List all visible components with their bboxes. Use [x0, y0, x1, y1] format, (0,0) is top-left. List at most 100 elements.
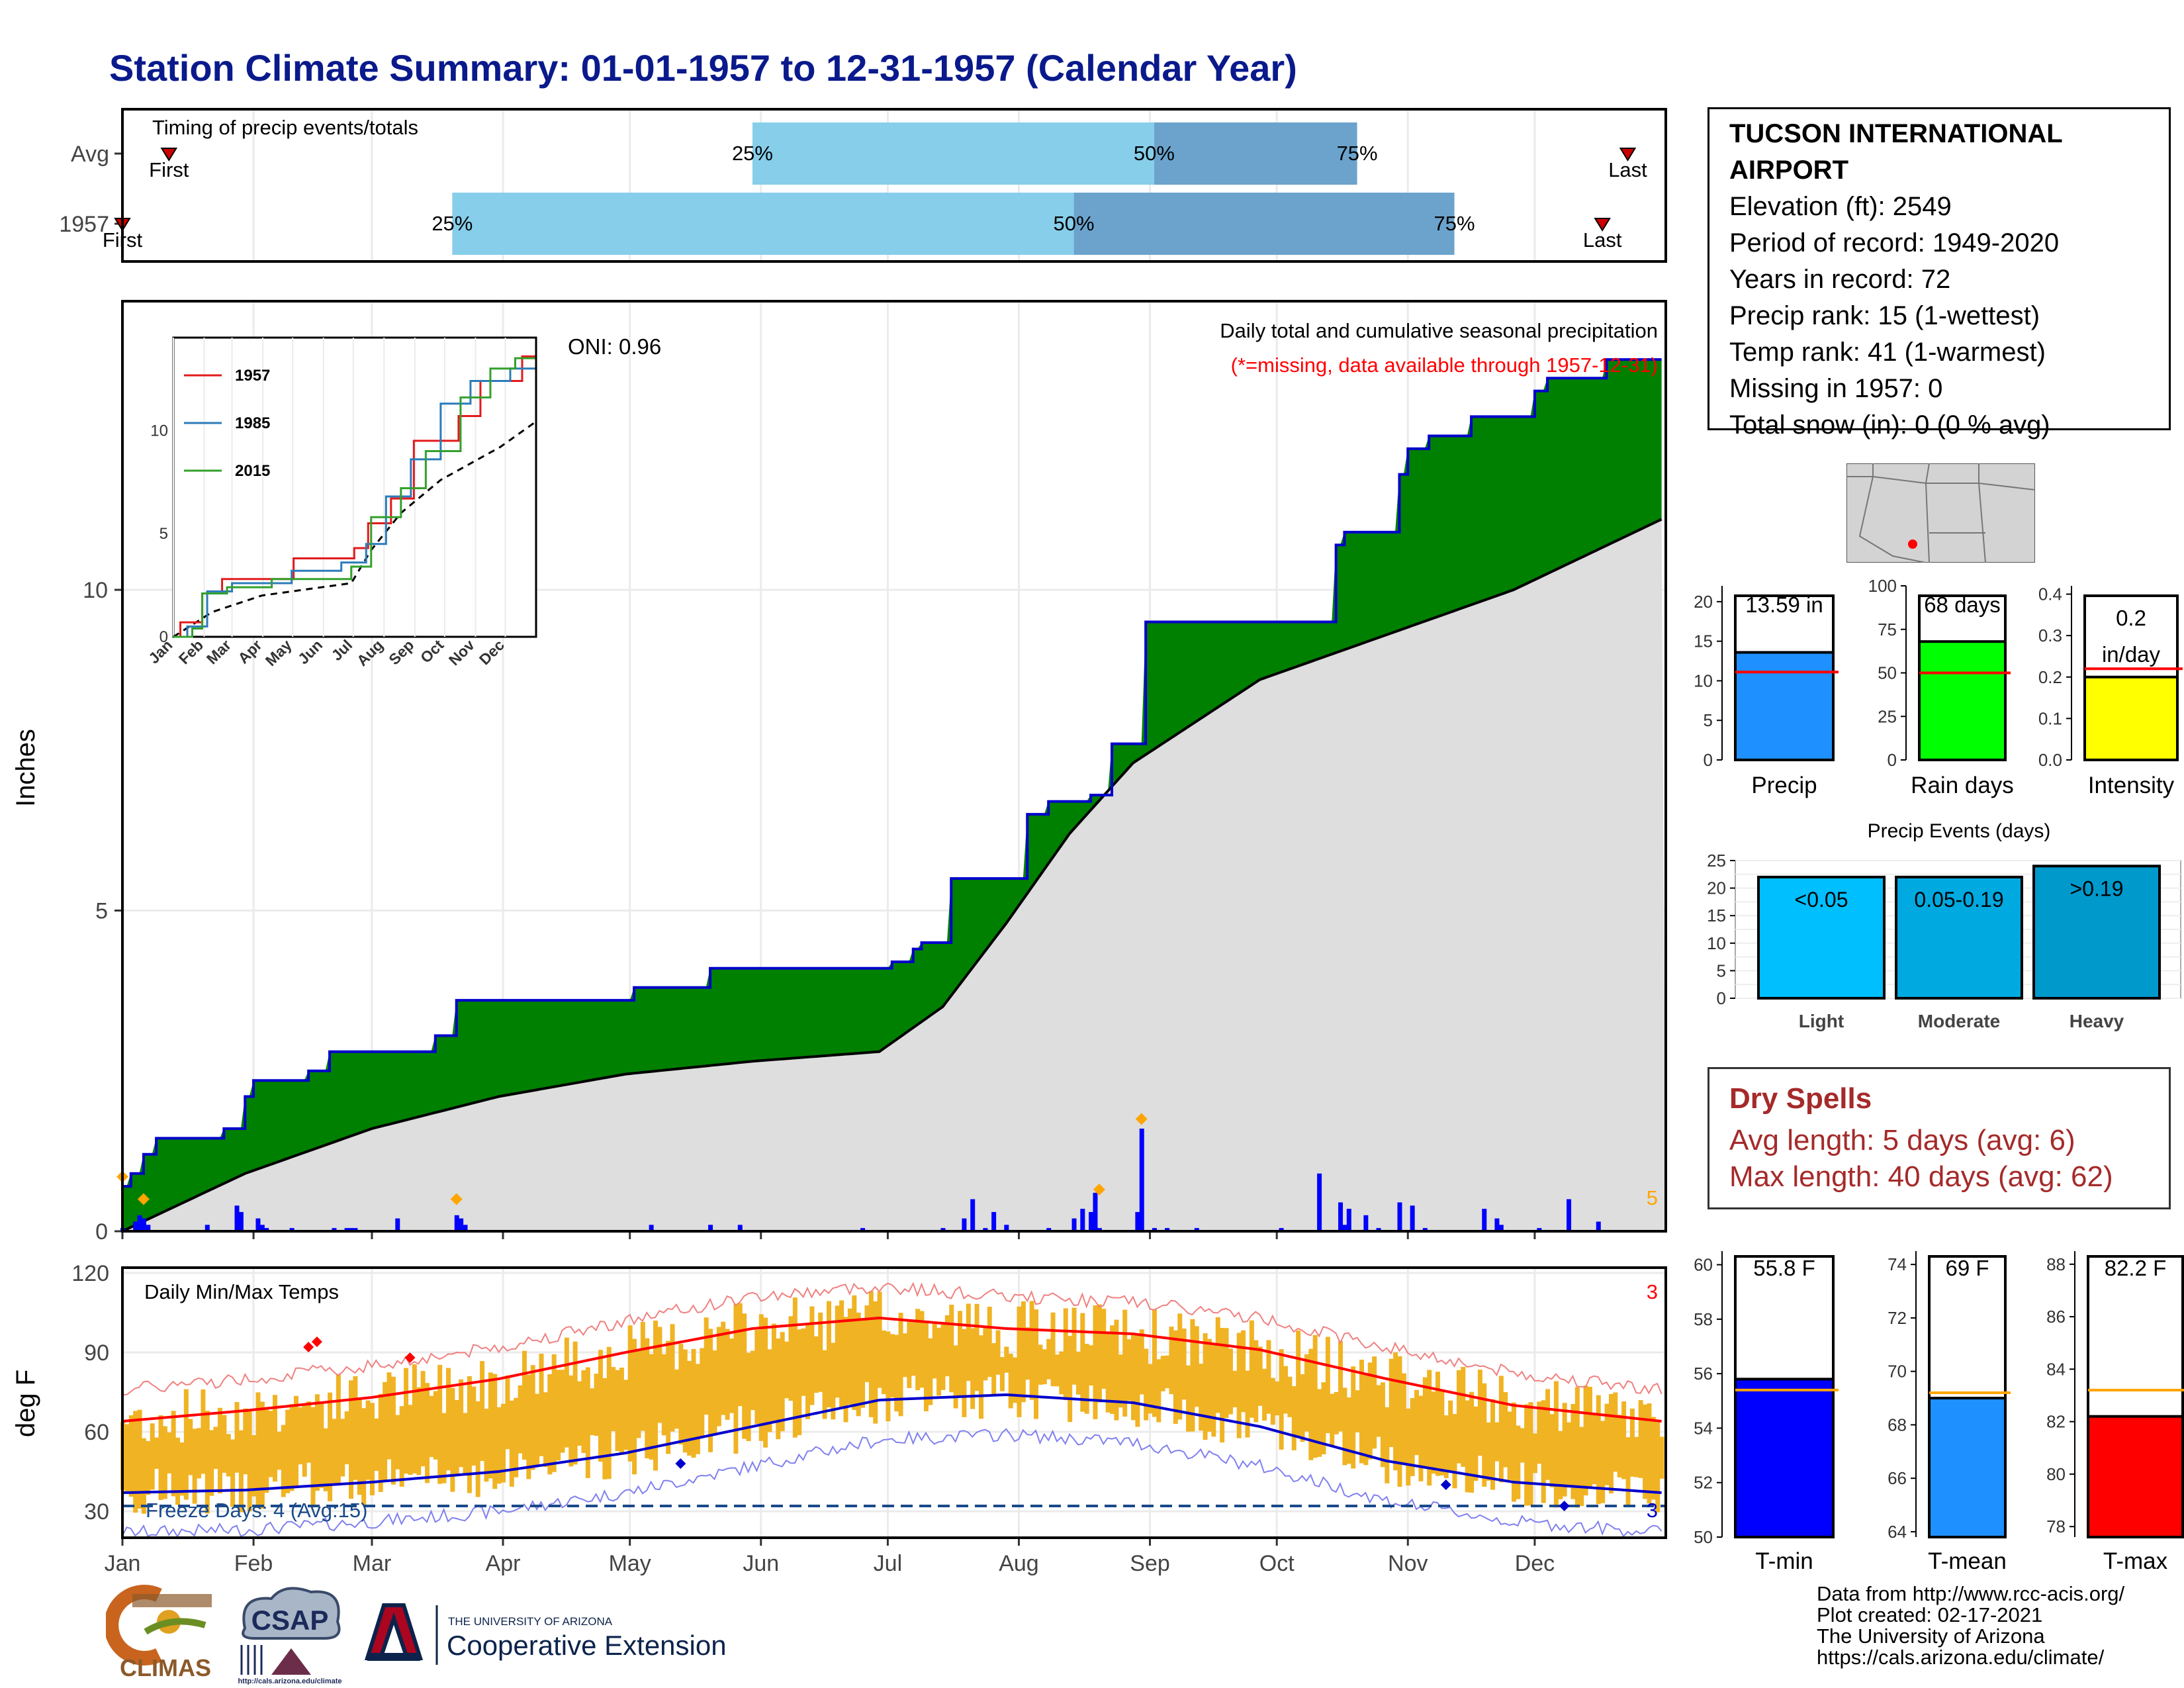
station-temp-rank: Temp rank: 41 (1-warmest) [1729, 338, 2046, 367]
daily-temp-bar [1206, 1338, 1212, 1432]
daily-temp-bar [987, 1307, 992, 1378]
daily-precip-bar [238, 1211, 244, 1231]
daily-temp-bar [310, 1407, 316, 1507]
event-bar-range-label: 0.05-0.19 [1914, 888, 2003, 912]
daily-temp-bar [1570, 1403, 1576, 1499]
quartile-bar-25-50 [752, 122, 1154, 185]
daily-temp-bar [1617, 1415, 1622, 1477]
inset-legend-label: 1957 [235, 367, 270, 385]
daily-temp-bar [818, 1312, 823, 1392]
last-label: Last [1608, 158, 1647, 181]
daily-temp-bar [797, 1329, 802, 1436]
y-tick-label: 20 [1707, 878, 1726, 898]
daily-temp-bar [475, 1401, 480, 1497]
temp-summary-bars: 50 52 54 56 58 60 55.8 F T-min 64 66 68 70 72 74 69 F T… [1694, 1251, 2184, 1574]
daily-temp-bar [298, 1407, 303, 1465]
station-name: TUCSON INTERNATIONAL AIRPORT [1729, 119, 2062, 185]
daily-temp-bar [445, 1368, 451, 1471]
y-tick-label: 20 [1694, 592, 1713, 612]
oni-value: ONI: 0.96 [568, 334, 661, 359]
daily-temp-bar [234, 1401, 240, 1473]
temp-panel-title: Daily Min/Max Temps [144, 1280, 339, 1303]
y-tick-label: 10 [1707, 933, 1726, 953]
daily-temp-bar [1456, 1370, 1461, 1464]
daily-temp-bar [919, 1311, 925, 1388]
last-marker [1594, 218, 1611, 232]
y-tick-label: 5 [1704, 710, 1713, 730]
daily-temp-bar [1486, 1422, 1491, 1481]
daily-temp-bar [784, 1341, 790, 1399]
daily-temp-bar [598, 1350, 603, 1462]
y-tick-label: 0.4 [2038, 585, 2062, 604]
daily-temp-bar [1443, 1415, 1449, 1478]
daily-temp-bar [636, 1349, 641, 1438]
record-high-marker [404, 1352, 416, 1363]
daily-temp-bar [454, 1399, 459, 1474]
inset-month-label: May [262, 636, 295, 669]
month-label: Mar [353, 1551, 392, 1576]
y-tick-label: 56 [1694, 1364, 1713, 1383]
daily-temp-bar [889, 1334, 895, 1398]
daily-temp-bar [1105, 1332, 1111, 1413]
daily-temp-bar [395, 1415, 400, 1470]
avg-cumulative-line [122, 518, 1662, 1233]
daily-temp-bar [484, 1409, 489, 1482]
y-tick-label: 88 [2046, 1254, 2066, 1274]
daily-temp-bar [864, 1305, 870, 1382]
daily-temp-bar [991, 1343, 997, 1395]
y-tick-label: 120 [71, 1261, 109, 1286]
daily-temp-bar [332, 1419, 337, 1483]
inset-month-label: Jun [295, 636, 326, 667]
daily-temp-bar [780, 1332, 785, 1432]
y-tick-label: 0.2 [2038, 667, 2062, 687]
daily-temp-bar [742, 1313, 747, 1439]
daily-temp-bar [619, 1368, 624, 1455]
daily-temp-bar [1110, 1325, 1115, 1414]
daily-temp-bar [285, 1409, 291, 1493]
daily-temp-bar [678, 1344, 684, 1444]
daily-temp-bar [1025, 1327, 1030, 1380]
daily-temp-bar [843, 1317, 848, 1423]
daily-temp-bar [264, 1409, 269, 1493]
daily-temp-bar [1050, 1312, 1056, 1387]
daily-temp-bar [302, 1404, 307, 1477]
daily-temp-bar [399, 1406, 404, 1487]
daily-temp-bar [704, 1317, 709, 1415]
daily-precip-bar [1363, 1215, 1369, 1231]
daily-temp-bar [1042, 1349, 1047, 1385]
timing-panel: Timing of precip events/totals Avg 25% 50% 7… [59, 108, 1667, 263]
daily-temp-bar [209, 1430, 214, 1496]
daily-temp-bar [1520, 1428, 1525, 1463]
y-tick-label: 52 [1694, 1473, 1713, 1493]
y-tick-label: 10 [83, 578, 108, 603]
daily-temp-bar [700, 1348, 705, 1437]
daily-temp-bar [1093, 1305, 1098, 1419]
daily-temp-bar [640, 1322, 645, 1431]
inset-legend-label: 2015 [235, 462, 270, 480]
daily-temp-bar [226, 1434, 231, 1477]
daily-temp-bar [953, 1345, 958, 1409]
inset-month-label: Feb [175, 636, 206, 667]
daily-precip-bar [962, 1218, 967, 1231]
daily-temp-bar [886, 1331, 891, 1422]
daily-temp-bar [1008, 1354, 1013, 1409]
daily-temp-bar [1490, 1399, 1496, 1490]
y-tick-label: 75 [1878, 620, 1897, 639]
daily-temp-bar [408, 1405, 413, 1476]
daily-temp-bar [441, 1413, 447, 1483]
daily-temp-bar [1004, 1346, 1009, 1373]
daily-precip-bar [1422, 1228, 1428, 1231]
daily-temp-bar [831, 1342, 836, 1420]
daily-temp-bar [1287, 1376, 1293, 1417]
inset-month-label: Nov [445, 636, 478, 669]
y-tick-label: 0 [1717, 988, 1726, 1008]
daily-temp-bar [1651, 1417, 1656, 1500]
bar-value-label: 55.8 F [1753, 1256, 1815, 1280]
daily-temp-bar [1604, 1403, 1610, 1485]
t-max-bar [2087, 1415, 2184, 1538]
daily-temp-bar [1359, 1360, 1364, 1464]
record-high-marker [311, 1336, 322, 1347]
dry-spells-max: Max length: 40 days (avg: 62) [1729, 1160, 2113, 1193]
y-tick-label: 0 [1704, 750, 1713, 770]
daily-temp-bar [1148, 1364, 1153, 1414]
